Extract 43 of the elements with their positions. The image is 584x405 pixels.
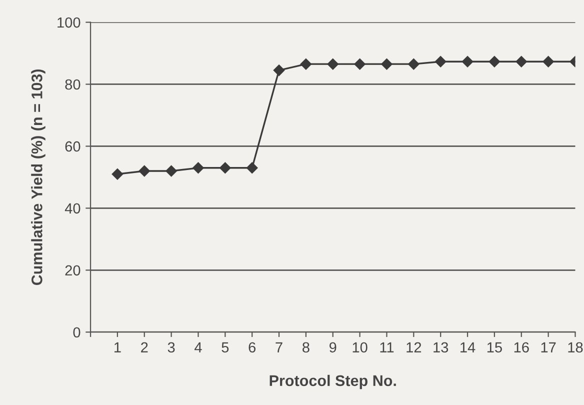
- point: [488, 56, 500, 68]
- x-tick-label: 11: [380, 342, 394, 352]
- point: [542, 56, 554, 68]
- x-tick-label: 10: [352, 342, 368, 353]
- x-tick-label: 3: [168, 342, 175, 353]
- y-tick-label: 20: [65, 265, 80, 276]
- point: [220, 162, 231, 174]
- point: [381, 58, 392, 70]
- point: [327, 58, 338, 70]
- x-tick-label: 14: [460, 342, 476, 352]
- point: [192, 162, 204, 174]
- y-tick-label: 80: [65, 79, 80, 90]
- x-tick-label: 13: [434, 342, 448, 353]
- x-tick-label: 6: [248, 342, 256, 353]
- y-tick-label: 60: [65, 141, 80, 152]
- point: [112, 168, 124, 180]
- point: [516, 56, 527, 68]
- y-axis-title: Cumulative Yield (%) (n = 103): [31, 69, 46, 286]
- y-tick-label: 0: [73, 327, 80, 338]
- x-axis-title: Protocol Step No.: [270, 374, 396, 390]
- point: [354, 58, 366, 70]
- x-tick-label: 15: [487, 342, 502, 353]
- point: [300, 58, 312, 70]
- x-tick-label: 7: [276, 342, 282, 352]
- point: [246, 162, 258, 174]
- point: [138, 165, 150, 177]
- x-tick-label: 4: [194, 342, 202, 352]
- x-tick-label: 9: [330, 342, 336, 353]
- x-tick-label: 1: [114, 342, 121, 352]
- x-tick-label: 16: [514, 342, 529, 353]
- point: [434, 56, 446, 68]
- x-tick-label: 5: [222, 342, 229, 353]
- point: [273, 64, 285, 76]
- x-tick-label: 18: [568, 342, 583, 353]
- x-tick-label: 8: [302, 342, 310, 353]
- point: [462, 56, 474, 68]
- y-tick-label: 100: [58, 17, 80, 28]
- x-tick-label: 17: [541, 342, 556, 352]
- point: [408, 58, 420, 70]
- x-tick-label: 2: [141, 342, 148, 352]
- y-tick-label: 40: [64, 203, 80, 214]
- point: [166, 165, 177, 177]
- x-tick-label: 12: [406, 342, 422, 352]
